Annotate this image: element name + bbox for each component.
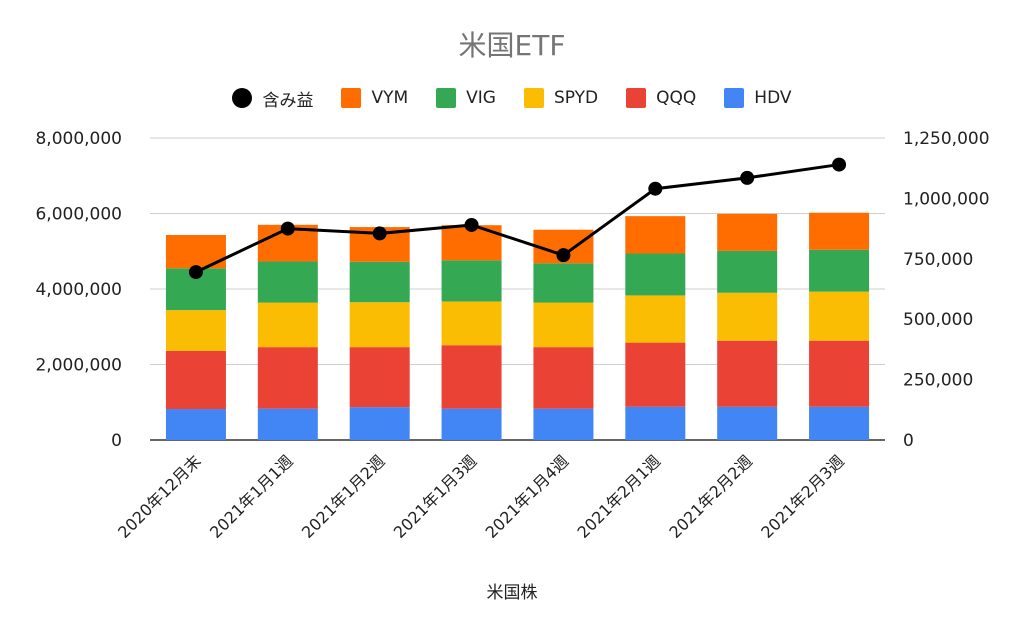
bar-hdv	[533, 408, 594, 440]
y2-tick-label: 0	[903, 431, 914, 451]
legend-swatch-vym	[341, 88, 362, 108]
line-point	[372, 226, 387, 241]
x-tick-label: 2021年1月4週	[482, 451, 573, 542]
bar-hdv	[717, 406, 778, 440]
x-tick-label: 2021年1月2週	[298, 451, 389, 542]
y2-tick-label: 250,000	[903, 371, 973, 391]
bar-qqq	[533, 347, 594, 409]
legend-label-hdv: HDV	[754, 88, 792, 108]
legend-item-hdv: HDV	[724, 88, 792, 108]
bar-vym	[809, 212, 870, 250]
bar-hdv	[257, 408, 318, 440]
bar-vig	[717, 250, 778, 293]
y-tick-label: 4,000,000	[35, 280, 122, 300]
legend-swatch-vig	[436, 88, 457, 108]
bar-spyd	[165, 310, 226, 351]
line-point	[188, 265, 203, 280]
legend-swatch-qqq	[626, 88, 647, 108]
bar-vig	[257, 261, 318, 303]
legend-label-qqq: QQQ	[656, 88, 697, 108]
bar-hdv	[809, 406, 870, 440]
line-point	[648, 181, 663, 196]
legend-item-vym: VYM	[341, 88, 408, 108]
legend-item-qqq: QQQ	[626, 88, 696, 108]
x-tick-label: 2021年2月2週	[665, 451, 756, 542]
legend-label-含み益: 含み益	[262, 90, 314, 111]
y-tick-label: 8,000,000	[35, 129, 122, 149]
bar-qqq	[349, 347, 410, 408]
x-tick-label: 2021年1月3週	[390, 451, 481, 542]
bar-vym	[717, 213, 778, 251]
bar-spyd	[533, 302, 594, 348]
bar-qqq	[257, 347, 318, 409]
legend: 含み益 VYM VIG SPYD QQQ HDV	[0, 84, 1024, 112]
x-tick-label: 2021年2月3週	[757, 451, 848, 542]
legend-item-vig: VIG	[436, 88, 496, 108]
line-point	[464, 217, 479, 232]
legend-label-vig: VIG	[466, 88, 496, 108]
bar-hdv	[165, 409, 226, 440]
bar-vig	[809, 249, 870, 292]
y2-tick-label: 750,000	[903, 250, 973, 270]
bar-spyd	[441, 301, 502, 346]
bar-qqq	[625, 342, 686, 407]
line-point	[740, 170, 755, 185]
bar-qqq	[809, 340, 870, 407]
bar-spyd	[809, 291, 870, 341]
y2-tick-label: 1,250,000	[903, 129, 990, 149]
legend-swatch-spyd	[523, 88, 544, 108]
bar-spyd	[625, 295, 686, 343]
y2-tick-label: 500,000	[903, 310, 973, 330]
line-point	[280, 221, 295, 236]
x-tick-label: 2021年2月1週	[574, 451, 665, 542]
y-tick-label: 6,000,000	[35, 205, 122, 225]
bar-vig	[625, 253, 686, 296]
legend-swatch-含み益	[232, 88, 253, 108]
chart-title: 米国ETF	[458, 29, 566, 62]
bar-qqq	[441, 345, 502, 409]
bar-qqq	[165, 350, 226, 410]
legend-item-含み益: 含み益	[232, 86, 313, 111]
bar-hdv	[441, 408, 502, 440]
x-axis-title: 米国株	[486, 583, 538, 603]
y-tick-label: 2,000,000	[35, 356, 122, 376]
x-tick-label: 2021年1月1週	[206, 451, 297, 542]
legend-item-spyd: SPYD	[523, 88, 599, 108]
x-tick-label: 2020年12月末	[114, 451, 205, 542]
legend-label-spyd: SPYD	[553, 88, 599, 108]
bar-vig	[349, 261, 410, 303]
y2-tick-label: 1,000,000	[903, 189, 990, 209]
legend-label-vym: VYM	[371, 88, 409, 108]
bar-vym	[625, 216, 686, 254]
line-point	[556, 248, 571, 263]
line-含み益	[195, 163, 840, 274]
bar-spyd	[257, 302, 318, 348]
bar-spyd	[349, 302, 410, 348]
bar-vig	[533, 263, 594, 303]
legend-swatch-hdv	[724, 88, 745, 108]
bar-hdv	[625, 406, 686, 440]
bar-qqq	[717, 340, 778, 407]
bar-spyd	[717, 292, 778, 341]
line-point	[832, 157, 847, 172]
bar-hdv	[349, 407, 410, 440]
y-tick-label: 0	[111, 431, 122, 451]
bar-vig	[441, 260, 502, 302]
